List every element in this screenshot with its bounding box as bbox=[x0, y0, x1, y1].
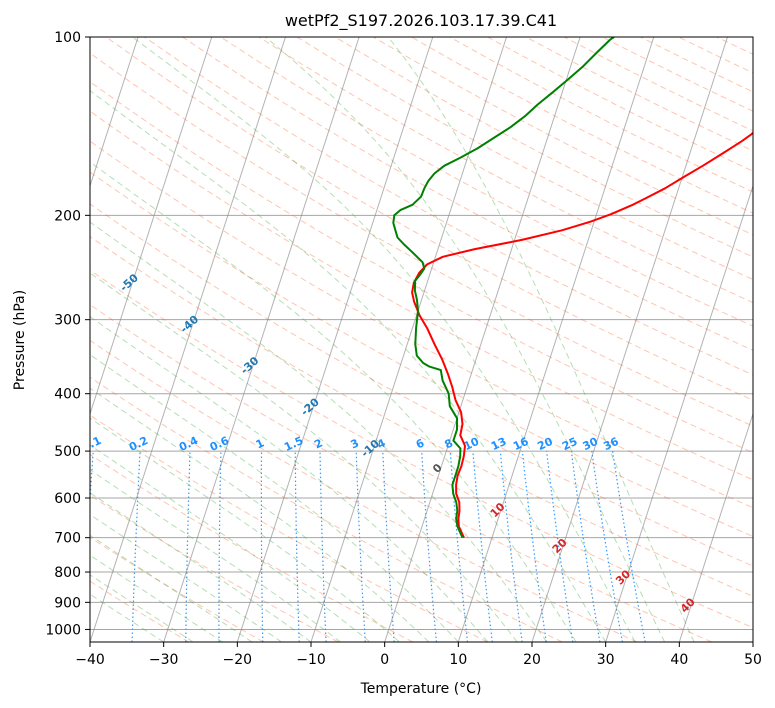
y-tick-label: 200 bbox=[54, 208, 81, 224]
y-axis: 1000 900 800 700 600 500 400 300 200 100 bbox=[45, 30, 90, 638]
isotherm-line bbox=[90, 37, 286, 642]
moist-adiabat-line bbox=[265, 37, 666, 642]
isotherm-line bbox=[163, 37, 360, 642]
x-tick-label: 10 bbox=[449, 652, 467, 668]
moist-adiabat-line bbox=[90, 387, 430, 642]
mixing-ratio-line bbox=[521, 451, 547, 642]
y-tick-label: 400 bbox=[54, 387, 81, 403]
isotherm-line bbox=[90, 37, 139, 188]
x-tick-label: −40 bbox=[75, 652, 105, 668]
mixing-ratio-line bbox=[421, 451, 437, 642]
dewpoint-trace bbox=[392, 37, 615, 539]
x-tick-label: 30 bbox=[597, 652, 615, 668]
moist-adiabat-line bbox=[90, 354, 459, 642]
y-tick-label: 800 bbox=[54, 565, 81, 581]
y-tick-label: 500 bbox=[54, 444, 81, 460]
plot-frame bbox=[89, 36, 754, 643]
temperature-trace bbox=[411, 131, 753, 539]
mixing-ratio-label: 30 bbox=[581, 435, 601, 453]
mixing-ratio-label: 13 bbox=[489, 435, 508, 453]
x-tick-label: 40 bbox=[670, 652, 688, 668]
moist-adiabat-line bbox=[90, 469, 341, 642]
isotherm-line bbox=[605, 184, 753, 642]
y-axis-title: Pressure (hPa) bbox=[12, 290, 28, 390]
isotherm-line bbox=[384, 37, 581, 642]
mixing-ratio-line bbox=[570, 451, 601, 642]
mixing-ratio-label: 16 bbox=[511, 435, 531, 453]
dry-adiabat-line bbox=[90, 304, 712, 642]
x-tick-label: 20 bbox=[523, 652, 541, 668]
dry-adiabat-line bbox=[90, 235, 753, 598]
isotherm-line bbox=[236, 37, 434, 642]
dry-adiabat-line bbox=[258, 37, 753, 304]
dry-adiabat-line bbox=[90, 81, 753, 454]
sounding-traces bbox=[392, 37, 753, 539]
mixing-ratio-label: 10 bbox=[462, 435, 482, 453]
isotherm-label: -70 bbox=[0, 188, 21, 211]
dry-adiabat-line bbox=[90, 376, 563, 642]
isotherm-line bbox=[678, 412, 753, 642]
isotherm-label: -60 bbox=[57, 230, 81, 253]
moist-adiabat-line bbox=[90, 417, 400, 642]
moist-adiabat-line bbox=[90, 272, 518, 642]
x-tick-label: −20 bbox=[223, 652, 253, 668]
isotherm-line bbox=[0, 37, 65, 642]
dry-adiabat-line bbox=[90, 580, 190, 642]
y-tick-label: 600 bbox=[54, 491, 81, 507]
mixing-ratio-label: 20 bbox=[535, 435, 555, 453]
x-tick-label: 0 bbox=[380, 652, 389, 668]
isotherm-line bbox=[90, 37, 213, 416]
isotherm-line bbox=[752, 640, 753, 642]
dry-adiabat-line bbox=[144, 37, 753, 376]
x-tick-label: 50 bbox=[744, 652, 762, 668]
x-tick-label: −10 bbox=[296, 652, 326, 668]
mixing-ratio-label: 36 bbox=[601, 435, 621, 453]
moist-adiabat-line bbox=[90, 513, 282, 642]
isotherm-line bbox=[457, 37, 655, 642]
background-lines bbox=[0, 37, 753, 642]
x-tick-label: −30 bbox=[149, 652, 179, 668]
y-tick-label: 900 bbox=[54, 595, 81, 611]
mixing-ratio-line bbox=[472, 451, 493, 642]
dry-adiabat-line bbox=[90, 110, 753, 481]
chart-title: wetPf2_S197.2026.103.17.39.C41 bbox=[285, 11, 557, 31]
isotherm-line bbox=[531, 37, 728, 642]
moist-adiabat-line bbox=[90, 90, 607, 642]
y-tick-label: 300 bbox=[54, 313, 81, 329]
dry-adiabat-line bbox=[90, 414, 488, 642]
x-axis-title: Temperature (°C) bbox=[360, 681, 482, 697]
moist-adiabat-line bbox=[387, 37, 695, 642]
dry-adiabat-line bbox=[90, 339, 638, 642]
y-tick-label: 1000 bbox=[45, 622, 81, 638]
mixing-ratio-label: 25 bbox=[560, 435, 579, 453]
plot-background bbox=[90, 37, 753, 642]
dry-adiabat-line bbox=[90, 536, 264, 642]
x-axis: −40 −30 −20 −10 0 10 20 30 40 50 bbox=[75, 642, 762, 668]
mixing-ratio-line bbox=[499, 451, 523, 642]
y-tick-label: 700 bbox=[54, 531, 81, 547]
dry-adiabat-line bbox=[182, 37, 753, 351]
y-tick-label: 100 bbox=[54, 30, 81, 46]
dry-adiabat-line bbox=[90, 269, 753, 629]
moist-adiabat-line bbox=[90, 316, 489, 642]
moist-adiabat-line bbox=[90, 221, 548, 642]
isotherm-line bbox=[310, 37, 507, 642]
mixing-ratio-line bbox=[546, 451, 574, 642]
